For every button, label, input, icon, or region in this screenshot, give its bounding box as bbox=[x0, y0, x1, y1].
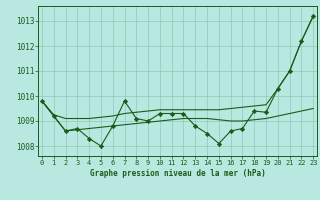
X-axis label: Graphe pression niveau de la mer (hPa): Graphe pression niveau de la mer (hPa) bbox=[90, 169, 266, 178]
